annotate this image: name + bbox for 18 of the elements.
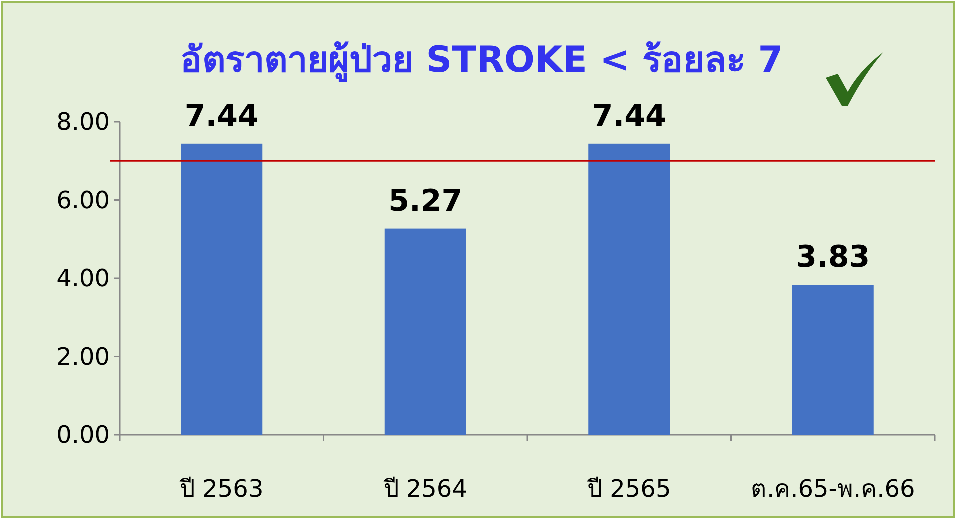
y-tick-label: 2.00 bbox=[56, 342, 110, 371]
y-tick-label: 4.00 bbox=[56, 264, 110, 292]
y-tick-label: 8.00 bbox=[56, 108, 110, 136]
bar bbox=[588, 144, 670, 435]
chart-title: อัตราตายผู้ป่วย STROKE < ร้อยละ 7 bbox=[180, 40, 784, 83]
y-tick-label: 0.00 bbox=[56, 421, 110, 449]
x-tick-label: ปี 2564 bbox=[382, 475, 468, 503]
x-tick-label: ปี 2565 bbox=[586, 475, 672, 503]
data-label: 7.44 bbox=[592, 98, 666, 134]
x-tick-label: ต.ค.65-พ.ค.66 bbox=[750, 475, 916, 503]
bar bbox=[792, 285, 874, 435]
data-label: 3.83 bbox=[796, 240, 870, 276]
bar bbox=[384, 228, 466, 435]
x-tick-label: ปี 2563 bbox=[179, 475, 264, 503]
data-label: 5.27 bbox=[388, 184, 463, 219]
data-label: 7.44 bbox=[184, 98, 259, 134]
bar bbox=[181, 144, 263, 435]
y-tick-label: 6.00 bbox=[56, 186, 110, 214]
